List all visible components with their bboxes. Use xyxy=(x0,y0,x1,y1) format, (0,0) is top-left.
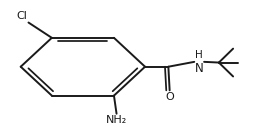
Text: NH₂: NH₂ xyxy=(106,115,127,125)
Text: N: N xyxy=(195,62,204,75)
Text: O: O xyxy=(165,92,174,102)
Text: Cl: Cl xyxy=(16,11,27,21)
Text: H: H xyxy=(195,50,203,60)
